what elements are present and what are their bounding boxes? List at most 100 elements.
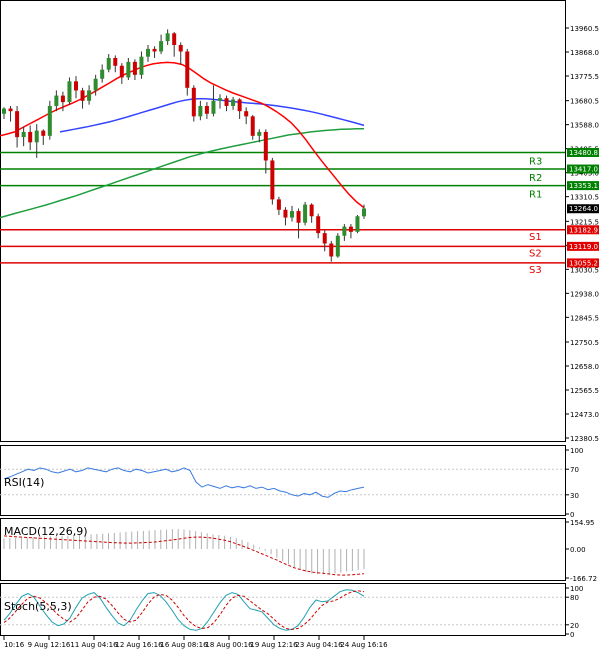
level-badge bbox=[567, 147, 599, 157]
price-tick-label: 12658.0 bbox=[570, 363, 599, 371]
candle-body bbox=[211, 100, 216, 114]
macd-tick-label: -166.72 bbox=[570, 575, 597, 583]
price-tick-label: 13588.0 bbox=[570, 122, 599, 130]
price-tick-label: 13310.5 bbox=[570, 194, 599, 202]
candle-body bbox=[250, 116, 255, 136]
x-tick-label: 24 Aug 16:16 bbox=[340, 641, 388, 649]
stoch-tick-label: 100 bbox=[570, 585, 583, 593]
candle-body bbox=[198, 105, 203, 117]
candle-body bbox=[139, 56, 144, 75]
x-tick-label: 12 Aug 16:16 bbox=[115, 641, 163, 649]
price-tick-label: 12750.5 bbox=[570, 339, 599, 347]
candle-body bbox=[28, 131, 33, 143]
candle-body bbox=[276, 199, 281, 210]
rsi-label: RSI(14) bbox=[4, 476, 44, 489]
candle-body bbox=[231, 99, 236, 106]
stoch-label: Stoch(5,5,3) bbox=[4, 600, 72, 613]
current-price-badge bbox=[567, 204, 599, 214]
price-tick-label: 13960.5 bbox=[570, 25, 599, 33]
price-tick-label: 13680.5 bbox=[570, 98, 599, 106]
ma-slow-line bbox=[0, 128, 364, 219]
candle-body bbox=[185, 51, 190, 88]
candle-body bbox=[54, 95, 59, 106]
candle-body bbox=[106, 57, 111, 70]
candle-body bbox=[316, 216, 321, 234]
candle-body bbox=[303, 204, 308, 223]
candle-body bbox=[263, 131, 268, 161]
candle-body bbox=[191, 87, 196, 117]
candle-body bbox=[21, 131, 26, 138]
price-tick-label: 12473.0 bbox=[570, 411, 599, 419]
candle-body bbox=[152, 48, 157, 52]
macd-signal-line bbox=[3, 535, 365, 576]
candle-body bbox=[322, 233, 327, 244]
candle-body bbox=[244, 111, 249, 117]
candle-body bbox=[100, 69, 105, 79]
level-name-s3: S3 bbox=[529, 265, 542, 276]
candle-body bbox=[2, 108, 6, 114]
candle-body bbox=[93, 78, 98, 91]
candle-body bbox=[47, 105, 52, 136]
candle-body bbox=[355, 216, 360, 232]
level-name-r1: R1 bbox=[529, 190, 542, 201]
rsi-tick-label: 70 bbox=[570, 466, 579, 474]
candle-body bbox=[119, 65, 124, 78]
stoch-tick-label: 0 bbox=[570, 631, 574, 639]
level-name-r3: R3 bbox=[529, 156, 542, 167]
level-name-s1: S1 bbox=[529, 232, 542, 243]
stoch-d-line bbox=[3, 590, 365, 630]
level-badge-label: 13119.0 bbox=[569, 243, 598, 251]
candle-body bbox=[113, 57, 118, 66]
candle-body bbox=[41, 130, 46, 136]
x-tick-label: 19 Aug 12:16 bbox=[250, 641, 298, 649]
price-tick-label: 13403.0 bbox=[570, 170, 599, 178]
candle-body bbox=[309, 204, 314, 217]
candle-body bbox=[8, 108, 13, 112]
macd-label: MACD(12,26,9) bbox=[4, 525, 88, 538]
candle-body bbox=[204, 105, 209, 114]
level-badge bbox=[567, 225, 599, 235]
candle-body bbox=[342, 226, 347, 236]
candle-body bbox=[335, 235, 340, 257]
level-badge bbox=[567, 258, 599, 268]
candle-body bbox=[296, 211, 301, 223]
candle-body bbox=[159, 41, 164, 52]
x-tick-label: 18 Aug 00:16 bbox=[205, 641, 253, 649]
ma-mid-line bbox=[59, 97, 365, 133]
candle-body bbox=[126, 61, 131, 78]
candle-body bbox=[283, 209, 288, 218]
candle-body bbox=[237, 99, 242, 112]
stoch-tick-label: 20 bbox=[570, 622, 579, 630]
macd-tick-label: 154.95 bbox=[570, 519, 595, 527]
price-tick-label: 13215.5 bbox=[570, 218, 599, 226]
macd-tick-label: 0.00 bbox=[570, 546, 586, 554]
level-badge-label: 13055.2 bbox=[569, 259, 598, 267]
candle-body bbox=[15, 111, 20, 138]
rsi-tick-label: 0 bbox=[570, 511, 574, 519]
stoch-tick-label: 80 bbox=[570, 594, 579, 602]
stoch-k-line bbox=[3, 589, 365, 631]
price-tick-label: 13868.0 bbox=[570, 49, 599, 57]
candle-body bbox=[172, 33, 177, 45]
level-name-s2: S2 bbox=[529, 248, 542, 259]
price-tick-label: 12845.5 bbox=[570, 314, 599, 322]
price-tick-label: 12565.5 bbox=[570, 387, 599, 395]
level-badge-label: 13182.9 bbox=[569, 226, 598, 234]
candle-body bbox=[218, 98, 222, 101]
candle-body bbox=[80, 90, 85, 101]
candle-body bbox=[132, 61, 137, 75]
rsi-panel-frame bbox=[0, 445, 566, 516]
level-name-r2: R2 bbox=[529, 173, 542, 184]
candle-body bbox=[87, 90, 92, 101]
candle-body bbox=[60, 95, 65, 103]
level-badge-label: 13480.8 bbox=[569, 149, 598, 157]
candle-body bbox=[146, 48, 150, 57]
candle-body bbox=[165, 33, 170, 42]
x-tick-label: 11 Aug 04:16 bbox=[70, 641, 118, 649]
x-tick-label: 9 Aug 12:16 bbox=[28, 641, 71, 649]
price-tick-label: 12938.0 bbox=[570, 290, 599, 298]
candle-body bbox=[34, 130, 39, 143]
price-panel-frame bbox=[0, 0, 566, 442]
candle-body bbox=[67, 81, 72, 103]
